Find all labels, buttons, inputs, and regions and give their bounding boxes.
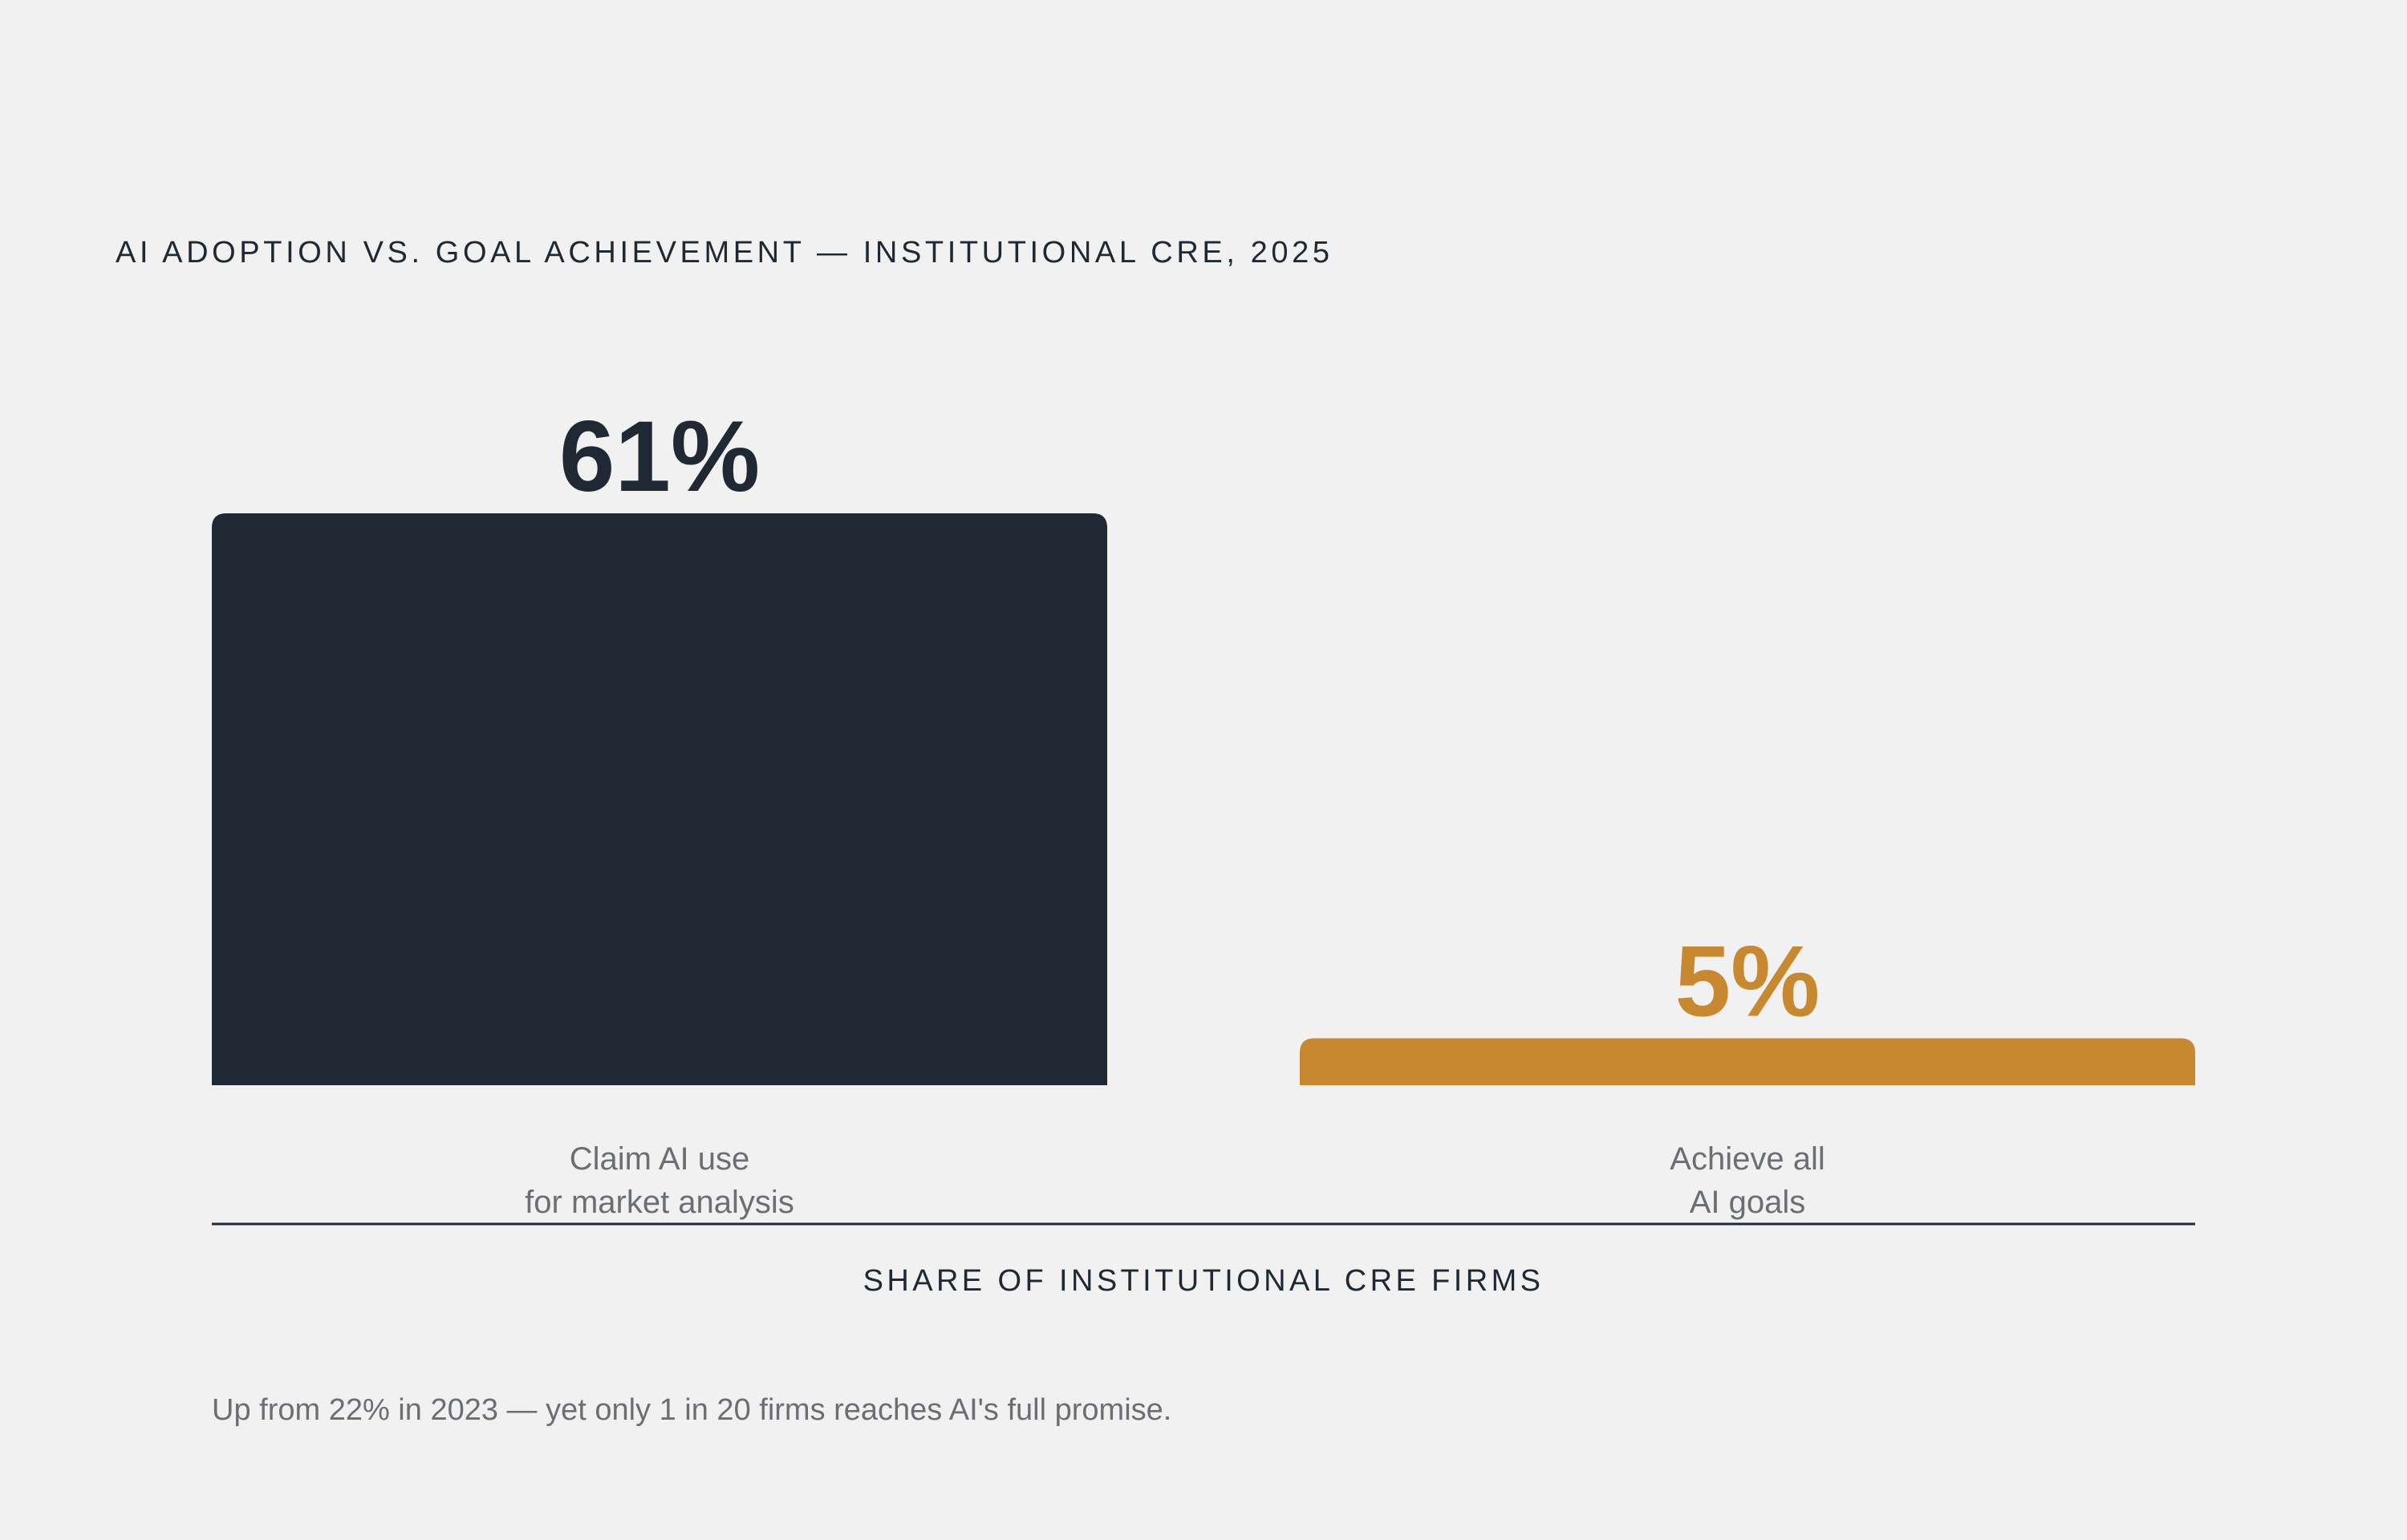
bar-1 (212, 513, 1107, 1085)
category-label-1-line-2: for market analysis (525, 1185, 794, 1220)
category-label-1-line-1: Claim AI use (570, 1141, 750, 1177)
bars-group: 61% Claim AI use for market analysis 5% Achi… (212, 401, 2195, 1220)
chart-annotation: Up from 22% in 2023 — yet only 1 in 20 f… (212, 1393, 1171, 1427)
bar-2 (1300, 1038, 2195, 1085)
category-label-2-line-1: Achieve all (1670, 1141, 1825, 1177)
category-label-2-line-2: AI goals (1690, 1185, 1806, 1220)
value-label-1: 61% (559, 401, 760, 513)
chart-title: AI ADOPTION VS. GOAL ACHIEVEMENT — INSTI… (116, 236, 1333, 270)
x-axis-label: SHARE OF INSTITUTIONAL CRE FIRMS (863, 1264, 1544, 1298)
value-label-2: 5% (1675, 926, 1820, 1038)
